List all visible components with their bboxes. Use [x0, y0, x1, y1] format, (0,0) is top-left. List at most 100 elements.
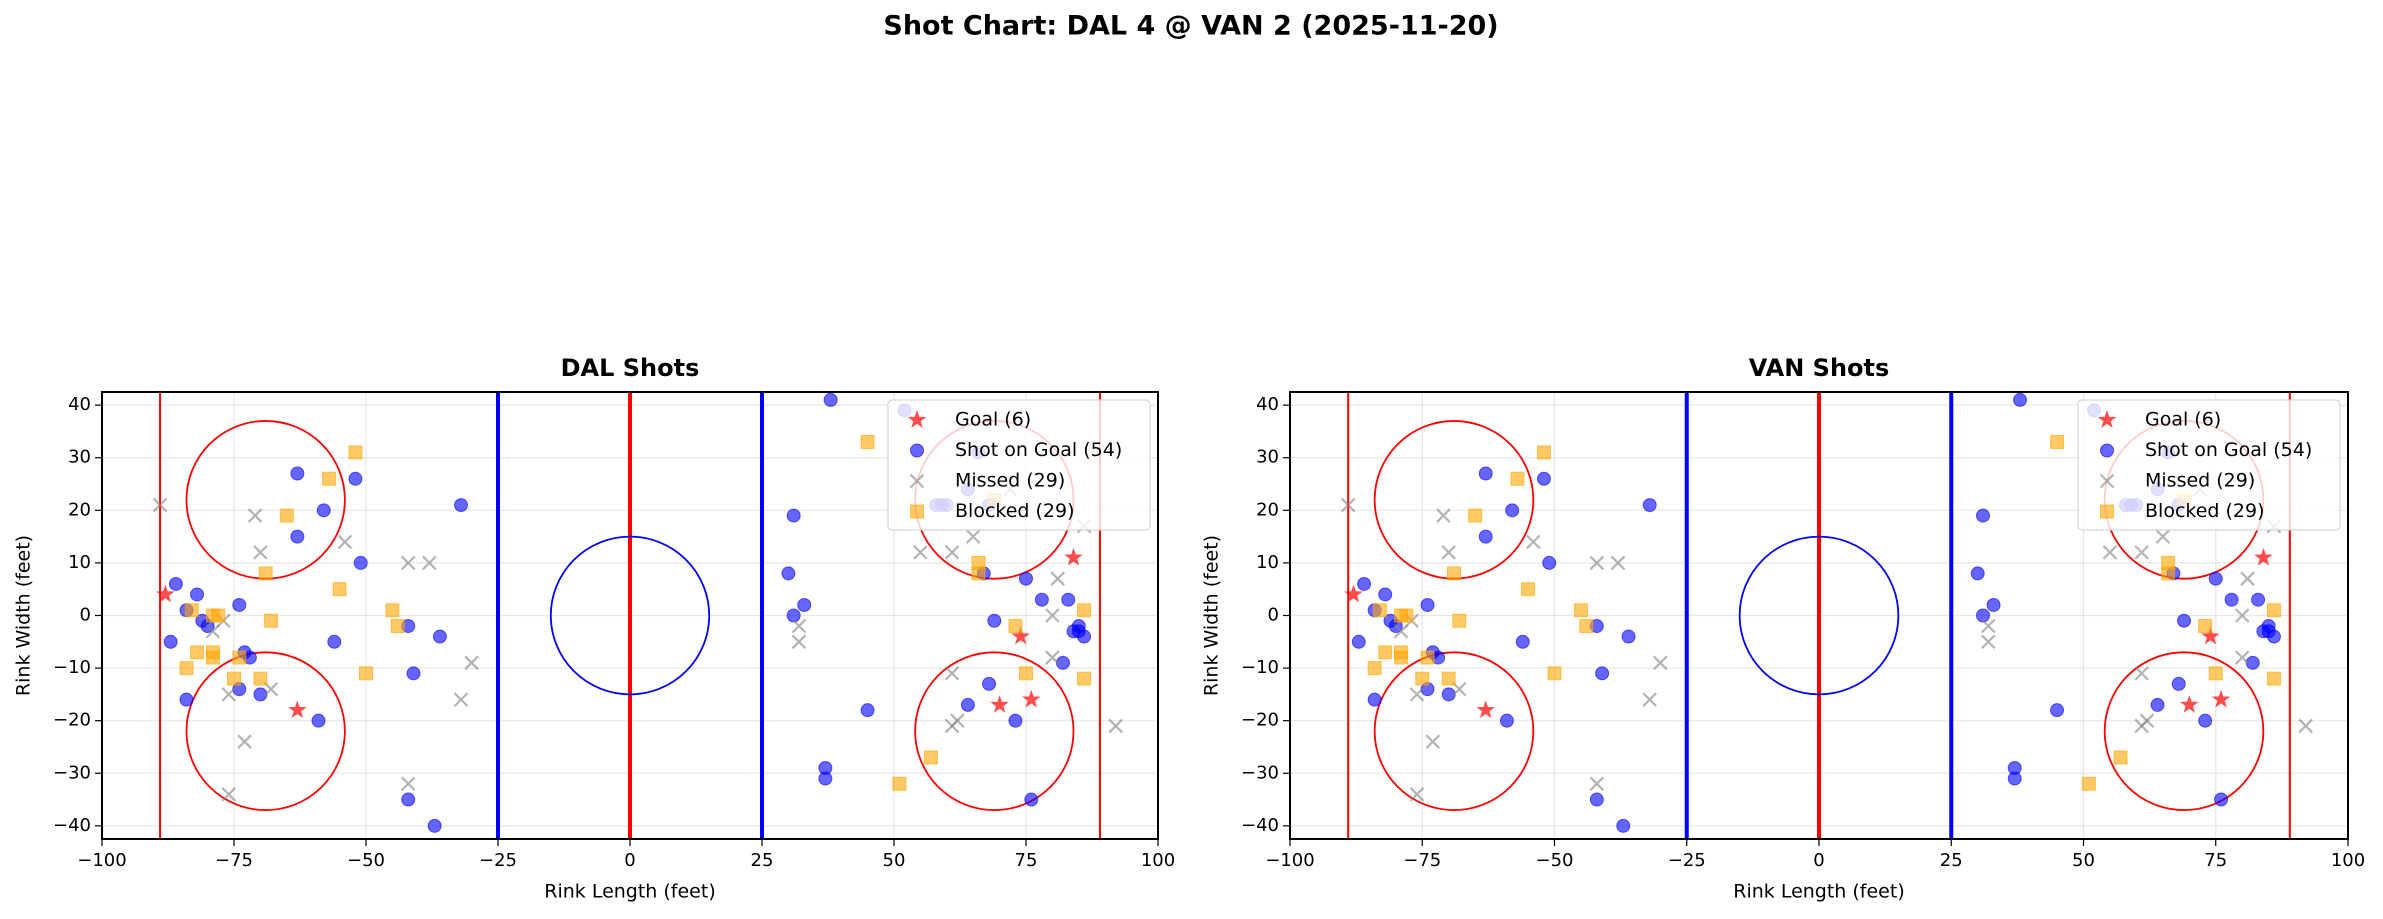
- blocked-marker: [390, 619, 405, 634]
- blocked-marker: [279, 508, 294, 523]
- axes: −100 −75 −50 −25 0 25 50 75 100−40−30−20−1001020…: [1201, 354, 2366, 903]
- rink-circle: [1373, 420, 1535, 580]
- shot-marker: [2266, 629, 2281, 644]
- shot-marker: [190, 587, 205, 602]
- goal-marker: [2201, 626, 2220, 645]
- x-tick-label: −25: [479, 850, 517, 871]
- blocked-marker: [332, 582, 347, 597]
- legend-box: [2077, 399, 2341, 531]
- shot-marker: [960, 697, 975, 712]
- blocked-marker: [2266, 603, 2281, 618]
- missed-marker: [965, 529, 981, 544]
- shot-marker: [1589, 792, 1604, 807]
- x-tick-label: 100: [2331, 850, 2365, 871]
- axes-frame: [101, 391, 1159, 840]
- axes-title: VAN Shots: [1749, 354, 1890, 382]
- shot-marker: [987, 613, 1002, 628]
- missed-marker: [944, 718, 960, 734]
- missed-marker: [1653, 655, 1668, 671]
- shot-marker: [311, 713, 326, 728]
- shot-marker: [1420, 597, 1435, 612]
- missed-marker: [422, 555, 437, 571]
- shot-marker: [179, 692, 194, 707]
- missed-marker: [791, 618, 807, 634]
- y-tick-label: 0: [1268, 605, 1279, 626]
- missed-marker: [1050, 571, 1065, 586]
- shot-marker: [406, 666, 421, 681]
- shot-marker: [1621, 629, 1636, 644]
- blocked-marker: [1378, 645, 1393, 660]
- blocked-marker: [860, 434, 875, 449]
- blocked-marker: [205, 650, 220, 665]
- missed-marker: [2134, 666, 2149, 681]
- blocked-marker: [322, 471, 337, 486]
- rink-circle: [914, 651, 1075, 811]
- blocked-marker: [2266, 671, 2281, 686]
- goal-marker: [156, 584, 175, 603]
- x-axis-label: Rink Length (feet): [1733, 881, 1904, 903]
- figure-title: Shot Chart: DAL 4 @ VAN 2 (2025-11-20): [883, 11, 1498, 42]
- shot-marker: [1077, 629, 1092, 644]
- shot-marker: [781, 566, 796, 581]
- legend-marker: [2099, 473, 2115, 489]
- shot-marker: [168, 576, 183, 591]
- goal-marker: [1022, 689, 1041, 708]
- y-tick-label: −10: [1241, 657, 1279, 678]
- blocked-marker: [2198, 619, 2213, 634]
- goal-marker: [1011, 626, 1030, 645]
- legend-label: Missed (29): [955, 470, 1065, 492]
- missed-marker: [1409, 687, 1425, 702]
- blocked-marker: [1573, 603, 1588, 618]
- blocked-marker: [1399, 608, 1414, 623]
- blocked-marker: [1468, 508, 1483, 523]
- blocked-marker: [1536, 445, 1551, 460]
- x-tick-label: 100: [1141, 850, 1175, 871]
- shot-marker: [1499, 713, 1514, 728]
- shot-marker: [2208, 571, 2223, 586]
- shot-marker: [860, 703, 875, 718]
- legend-label: Missed (29): [2145, 470, 2255, 492]
- blocked-marker: [971, 566, 986, 581]
- x-tick-label: 0: [624, 850, 635, 871]
- blocked-marker: [1415, 671, 1430, 686]
- legend-label: Blocked (29): [2145, 500, 2265, 522]
- x-tick-label: 25: [1940, 850, 1963, 871]
- missed-marker: [1425, 734, 1441, 749]
- shot-marker: [1478, 466, 1493, 481]
- shot-marker: [2050, 703, 2065, 718]
- x-tick-label: −75: [1403, 850, 1441, 871]
- legend-label: Goal (6): [955, 409, 1031, 431]
- x-tick-label: 75: [2204, 850, 2227, 871]
- missed-marker: [152, 497, 168, 513]
- missed-marker: [453, 692, 469, 707]
- shot-marker: [401, 792, 416, 807]
- shot-marker: [1357, 576, 1372, 591]
- blocked-marker: [1008, 619, 1023, 634]
- y-tick-label: −30: [1241, 762, 1279, 783]
- x-axis-label: Rink Length (feet): [544, 881, 715, 903]
- missed-marker: [913, 545, 928, 560]
- blocked-marker: [227, 671, 241, 686]
- y-tick-label: 0: [80, 605, 91, 626]
- y-tick-label: −20: [53, 710, 91, 731]
- y-tick-label: −30: [53, 762, 91, 783]
- shot-marker: [1970, 566, 1985, 581]
- shot-marker: [2251, 592, 2266, 607]
- shot-marker: [1595, 666, 1610, 681]
- x-tick-label: 50: [883, 850, 906, 871]
- goal-marker: [2211, 689, 2231, 708]
- legend-label: Shot on Goal (54): [2145, 439, 2312, 461]
- y-tick-label: 40: [1256, 394, 1279, 415]
- shot-marker: [2150, 697, 2165, 712]
- blocked-marker: [348, 445, 363, 460]
- y-tick-label: 20: [68, 499, 91, 520]
- shot-marker: [163, 634, 178, 649]
- missed-marker: [1589, 555, 1605, 571]
- missed-marker: [2134, 718, 2149, 734]
- goal-marker: [288, 700, 307, 718]
- shot-marker: [1019, 571, 1033, 586]
- missed-marker: [944, 666, 960, 681]
- shot-marker: [1642, 498, 1657, 513]
- y-tick-label: 10: [68, 552, 91, 573]
